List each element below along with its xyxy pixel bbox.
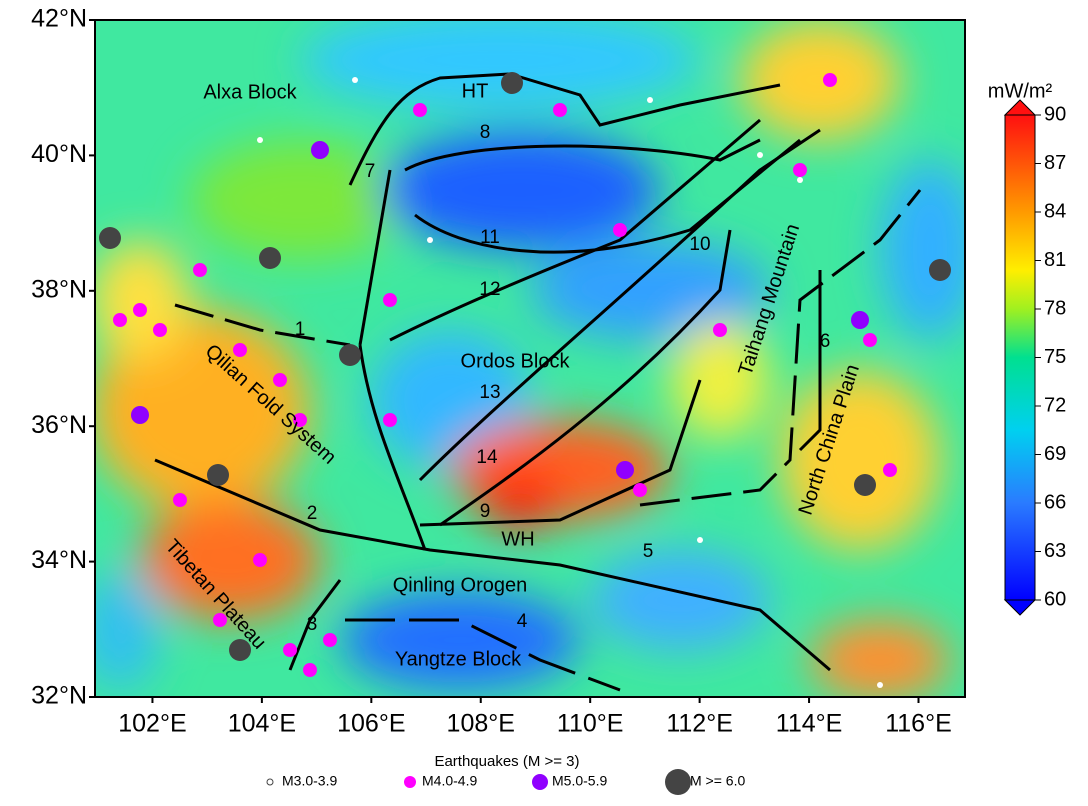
region-label: Alxa Block bbox=[203, 81, 297, 103]
colorbar-tick-label: 63 bbox=[1044, 540, 1066, 562]
fault-number: 8 bbox=[480, 122, 491, 143]
y-tick-label: 36°N bbox=[31, 411, 87, 439]
colorbar-tick-label: 87 bbox=[1044, 152, 1066, 174]
fault-number: 13 bbox=[479, 382, 500, 403]
colorbar-tick-label: 69 bbox=[1044, 443, 1066, 465]
y-tick-label: 32°N bbox=[31, 682, 87, 710]
fault-number: 1 bbox=[295, 319, 306, 340]
faults bbox=[154, 72, 922, 692]
colorbar-tick-label: 78 bbox=[1044, 297, 1066, 319]
fault-number: 14 bbox=[476, 447, 498, 468]
legend-label: M5.0-5.9 bbox=[552, 773, 607, 789]
legend: M3.0-3.9 M4.0-4.9 M5.0-5.9 M >= 6.0 bbox=[266, 769, 745, 795]
colorbar-min-arrow bbox=[1003, 599, 1037, 616]
region-label: WH bbox=[501, 528, 534, 550]
region-label: Qinling Orogen bbox=[393, 574, 528, 596]
fault-number: 6 bbox=[820, 331, 831, 352]
fault-number: 5 bbox=[643, 541, 654, 562]
legend-label: M >= 6.0 bbox=[690, 773, 745, 789]
legend-symbol bbox=[266, 778, 274, 786]
x-tick-label: 110°E bbox=[557, 710, 624, 738]
fault-number: 2 bbox=[307, 503, 318, 524]
colorbar-tick-label: 72 bbox=[1044, 394, 1066, 416]
legend-label: M3.0-3.9 bbox=[282, 773, 337, 789]
legend-symbol bbox=[404, 776, 416, 788]
region-label: HT bbox=[462, 80, 489, 102]
axes: 102°E 104°E 106°E 108°E 110°E 112°E 114°E 116°E… bbox=[31, 5, 1066, 738]
colorbar-tick-label: 75 bbox=[1044, 346, 1066, 368]
colorbar-tick-label: 81 bbox=[1044, 249, 1066, 271]
fault-number: 9 bbox=[480, 501, 491, 522]
colorbar-tick-label: 90 bbox=[1044, 103, 1066, 125]
legend-label: M4.0-4.9 bbox=[422, 773, 477, 789]
colorbar-max-arrow bbox=[1003, 99, 1037, 116]
colorbar-tick-label: 66 bbox=[1044, 491, 1066, 513]
colorbar-tick-label: 60 bbox=[1044, 588, 1066, 610]
fault-number: 10 bbox=[689, 234, 710, 255]
earthquakes bbox=[99, 72, 951, 688]
fault-number: 12 bbox=[479, 279, 500, 300]
x-tick-label: 106°E bbox=[337, 710, 405, 738]
x-tick-label: 108°E bbox=[447, 710, 515, 738]
colorbar bbox=[1004, 114, 1036, 601]
fault-number: 4 bbox=[517, 611, 528, 632]
y-tick-label: 34°N bbox=[31, 546, 87, 574]
legend-title: Earthquakes (M >= 3) bbox=[434, 753, 579, 770]
x-tick-label: 116°E bbox=[885, 710, 952, 738]
fault-number: 11 bbox=[480, 227, 500, 248]
x-tick-label: 104°E bbox=[228, 710, 296, 738]
x-tick-label: 102°E bbox=[118, 710, 186, 738]
fault-number: 3 bbox=[307, 614, 318, 635]
x-tick-label: 112°E bbox=[666, 710, 733, 738]
colorbar-tick-label: 84 bbox=[1044, 200, 1066, 222]
colorbar-unit: mW/m² bbox=[988, 80, 1053, 102]
region-label: Ordos Block bbox=[461, 350, 571, 372]
map-frame bbox=[94, 19, 966, 698]
y-tick-label: 38°N bbox=[31, 275, 87, 303]
region-label: Yangtze Block bbox=[395, 648, 522, 670]
legend-symbol bbox=[532, 774, 548, 790]
y-tick-label: 40°N bbox=[31, 140, 87, 168]
y-tick-label: 42°N bbox=[31, 5, 87, 33]
fault-number: 7 bbox=[365, 161, 376, 182]
x-tick-label: 114°E bbox=[776, 710, 843, 738]
legend-symbol bbox=[665, 769, 691, 795]
